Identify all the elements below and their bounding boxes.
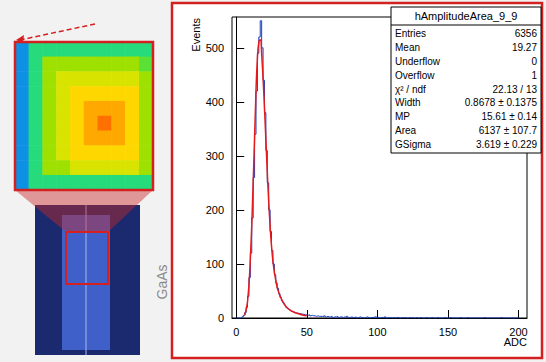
svg-text:6137 ± 107.7: 6137 ± 107.7 (479, 125, 538, 136)
svg-text:50: 50 (301, 326, 313, 338)
svg-text:500: 500 (206, 42, 224, 54)
svg-text:ADC: ADC (504, 336, 527, 348)
svg-text:100: 100 (206, 258, 224, 270)
svg-text:Overflow: Overflow (395, 70, 435, 81)
svg-text:0.8678 ± 0.1375: 0.8678 ± 0.1375 (465, 97, 538, 108)
svg-text:200: 200 (509, 325, 528, 338)
svg-text:400: 400 (206, 96, 224, 108)
svg-text:0: 0 (233, 326, 239, 338)
svg-text:0: 0 (218, 312, 224, 324)
svg-text:15.61 ± 0.14: 15.61 ± 0.14 (481, 111, 537, 122)
svg-text:χ² / ndf: χ² / ndf (395, 84, 426, 95)
svg-text:1: 1 (531, 70, 537, 81)
svg-text:Entries: Entries (395, 28, 426, 39)
svg-text:GSigma: GSigma (395, 139, 432, 150)
svg-text:Underflow: Underflow (395, 56, 441, 67)
svg-text:6356: 6356 (515, 28, 538, 39)
svg-text:MP: MP (395, 111, 410, 122)
svg-text:200: 200 (206, 204, 224, 216)
svg-text:0: 0 (531, 56, 537, 67)
svg-text:22.13 / 13: 22.13 / 13 (493, 84, 538, 95)
svg-text:Events: Events (190, 18, 202, 52)
svg-text:Width: Width (395, 97, 421, 108)
svg-text:hAmplitudeArea_9_9: hAmplitudeArea_9_9 (415, 10, 518, 22)
svg-text:300: 300 (206, 150, 224, 162)
svg-text:150: 150 (439, 326, 457, 338)
svg-text:3.619 ± 0.229: 3.619 ± 0.229 (476, 139, 538, 150)
svg-text:100: 100 (368, 326, 386, 338)
svg-text:GaAs: GaAs (154, 264, 170, 299)
svg-text:Area: Area (395, 125, 417, 136)
svg-text:19.27: 19.27 (512, 42, 537, 53)
svg-text:Mean: Mean (395, 42, 420, 53)
